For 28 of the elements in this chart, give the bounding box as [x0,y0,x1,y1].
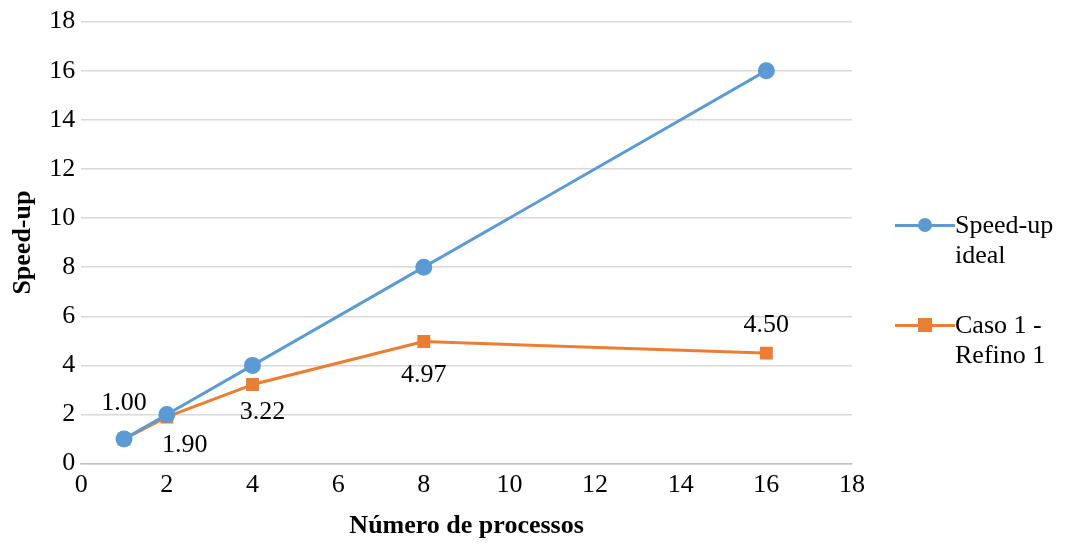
x-tick-label: 14 [667,469,694,499]
y-tick-label: 18 [49,5,76,35]
y-tick-label: 4 [62,349,76,379]
y-tick-label: 16 [49,54,76,84]
x-tick-label: 12 [582,469,609,499]
data-label: 4.97 [401,359,447,389]
x-tick-label: 2 [160,469,174,499]
y-tick-label: 12 [49,152,76,182]
legend-label: Speed-up ideal [955,210,1055,270]
y-tick-label: 2 [62,398,76,428]
data-label: 3.22 [239,396,286,426]
x-tick-label: 16 [753,469,780,499]
legend-label: Caso 1 - Refino 1 [955,310,1047,370]
x-tick-label: 10 [496,469,523,499]
x-tick-label: 8 [417,469,431,499]
x-axis-title: Número de processos [349,510,584,540]
data-label: 1.00 [101,386,147,416]
y-tick-label: 10 [49,201,76,231]
y-tick-label: 0 [62,447,76,477]
y-tick-label: 6 [62,300,76,330]
y-tick-label: 14 [49,103,76,133]
x-tick-label: 4 [245,469,259,499]
y-tick-label: 8 [62,250,76,280]
data-label: 1.90 [162,428,208,458]
x-tick-label: 18 [839,469,865,499]
data-label: 4.50 [743,308,790,338]
y-axis-title: Speed-up [7,190,37,295]
x-tick-label: 6 [331,469,345,499]
